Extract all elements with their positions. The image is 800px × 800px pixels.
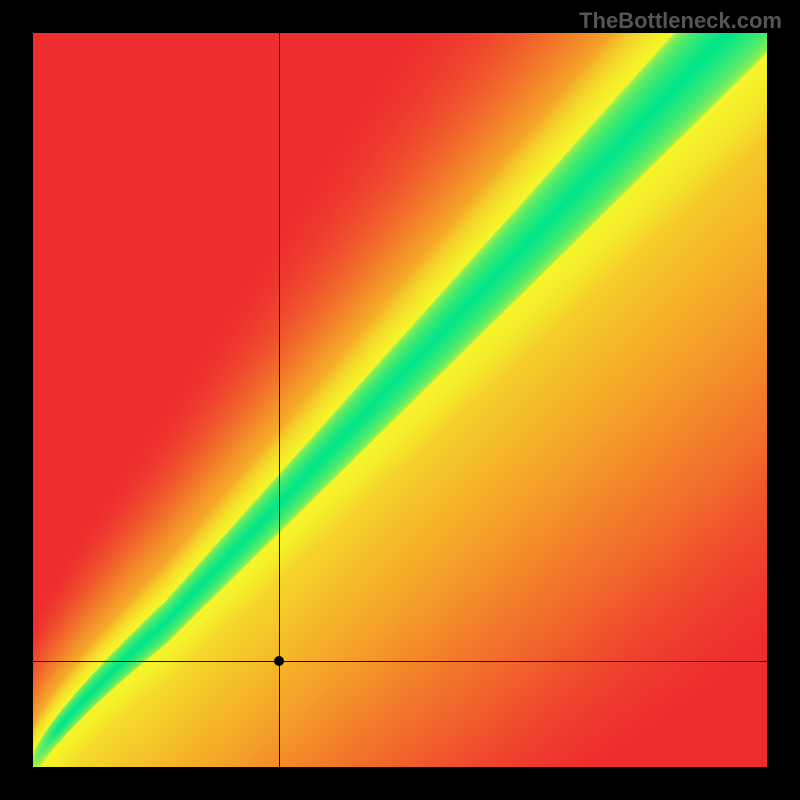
watermark-text: TheBottleneck.com [579, 8, 782, 34]
crosshair-marker-dot [274, 656, 284, 666]
chart-container: TheBottleneck.com [0, 0, 800, 800]
plot-area [33, 33, 767, 767]
heatmap-canvas [33, 33, 767, 767]
crosshair-horizontal [33, 661, 767, 662]
